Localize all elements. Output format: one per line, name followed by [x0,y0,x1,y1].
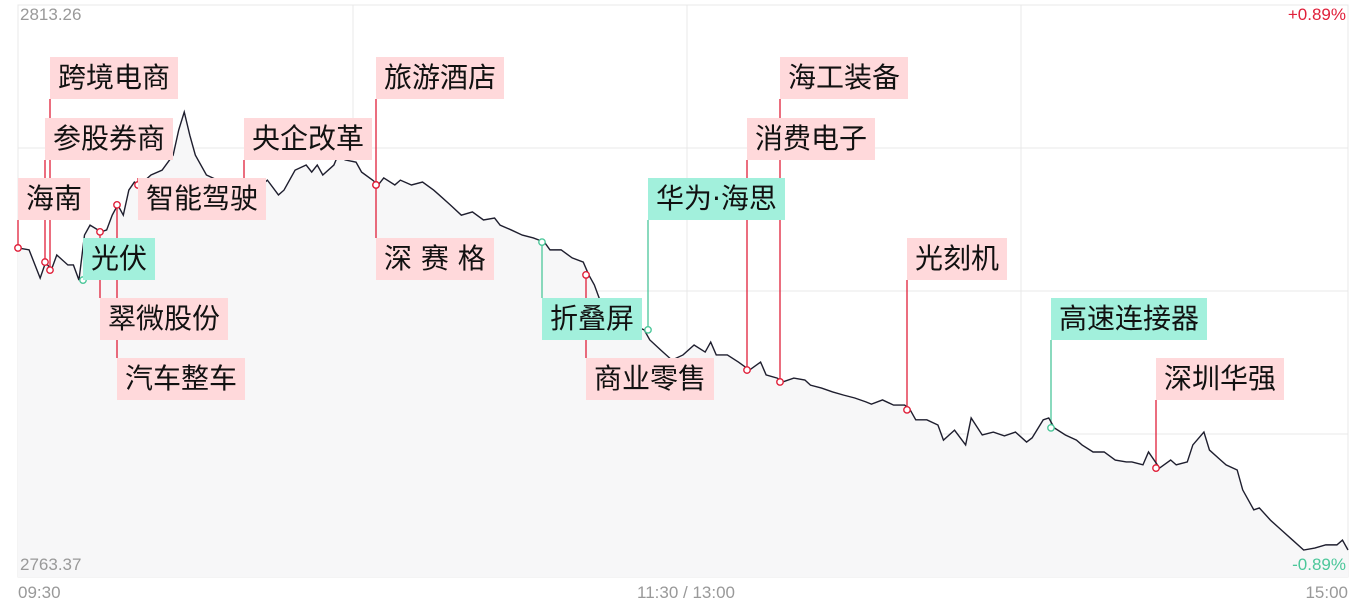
annotation-marker [14,244,22,252]
annotation-marker [41,258,49,266]
annotation-marker [538,238,546,247]
annotation-tag[interactable]: 深 赛 格 [376,238,494,280]
annotation-tag[interactable]: 商业零售 [586,358,715,400]
y-min-label: 2763.37 [20,555,81,574]
annotation-marker [1047,423,1055,432]
annotation-tag[interactable]: 深圳华强 [1156,358,1285,400]
annotation-tag[interactable]: 海工装备 [780,57,909,99]
y-max-label: 2813.26 [20,5,81,24]
annotation-tag[interactable]: 折叠屏 [542,298,643,340]
annotation-marker [46,266,54,275]
annotation-marker [743,366,751,374]
annotation-marker [1152,464,1160,472]
annotation-tag[interactable]: 翠微股份 [100,298,229,340]
annotation-marker [582,271,590,279]
annotation-tag[interactable]: 光刻机 [907,238,1008,280]
annotation-tag[interactable]: 跨境电商 [50,57,179,99]
annotation-tag[interactable]: 旅游酒店 [376,57,505,99]
annotation-tag[interactable]: 华为·海思 [648,178,785,220]
x-tick-open: 09:30 [18,583,61,602]
annotation-tag[interactable]: 海南 [18,178,91,220]
annotation-tag[interactable]: 汽车整车 [117,358,246,400]
annotation-tag[interactable]: 高速连接器 [1051,298,1208,340]
x-tick-close: 15:00 [1305,583,1348,602]
annotation-tag[interactable]: 参股券商 [45,118,174,160]
annotation-marker [644,325,652,334]
pct-min-label: -0.89% [1292,555,1346,574]
price-area-fill [18,112,1348,578]
annotation-tag[interactable]: 光伏 [83,238,156,280]
annotation-marker [372,181,380,189]
annotation-marker [113,200,121,209]
price-line [17,109,1349,551]
annotation-tag[interactable]: 智能驾驶 [138,178,267,220]
annotation-marker [903,405,911,414]
annotation-tag[interactable]: 消费电子 [747,118,876,160]
annotation-tag[interactable]: 央企改革 [244,118,373,160]
x-tick-midday: 11:30 / 13:00 [637,583,735,602]
pct-max-label: +0.89% [1288,5,1346,24]
annotation-marker [776,378,784,386]
annotation-marker [96,227,104,236]
